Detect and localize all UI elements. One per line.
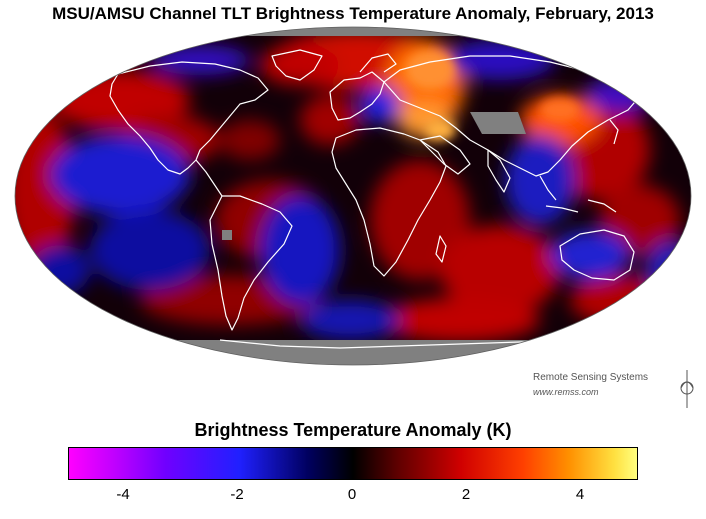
colorbar-tick-4: 4: [575, 486, 585, 503]
anomaly-field: [15, 27, 691, 365]
colorbar-tick-2: 2: [461, 486, 471, 503]
colorbar-tick-neg4: -4: [116, 486, 130, 503]
colorbar-tick-neg2: -2: [230, 486, 244, 503]
credit-name: Remote Sensing Systems: [533, 372, 649, 383]
colorbar-tick-0: 0: [347, 486, 357, 503]
credit-block: Remote Sensing Systems www.remss.com: [533, 371, 648, 399]
rss-logo-icon: [680, 370, 694, 408]
colorbar-title: Brightness Temperature Anomaly (K): [194, 420, 512, 440]
coastlines: [109, 49, 663, 349]
credit-url: www.remss.com: [533, 387, 599, 397]
map-title: MSU/AMSU Channel TLT Brightness Temperat…: [52, 4, 654, 23]
colorbar: [68, 447, 638, 480]
